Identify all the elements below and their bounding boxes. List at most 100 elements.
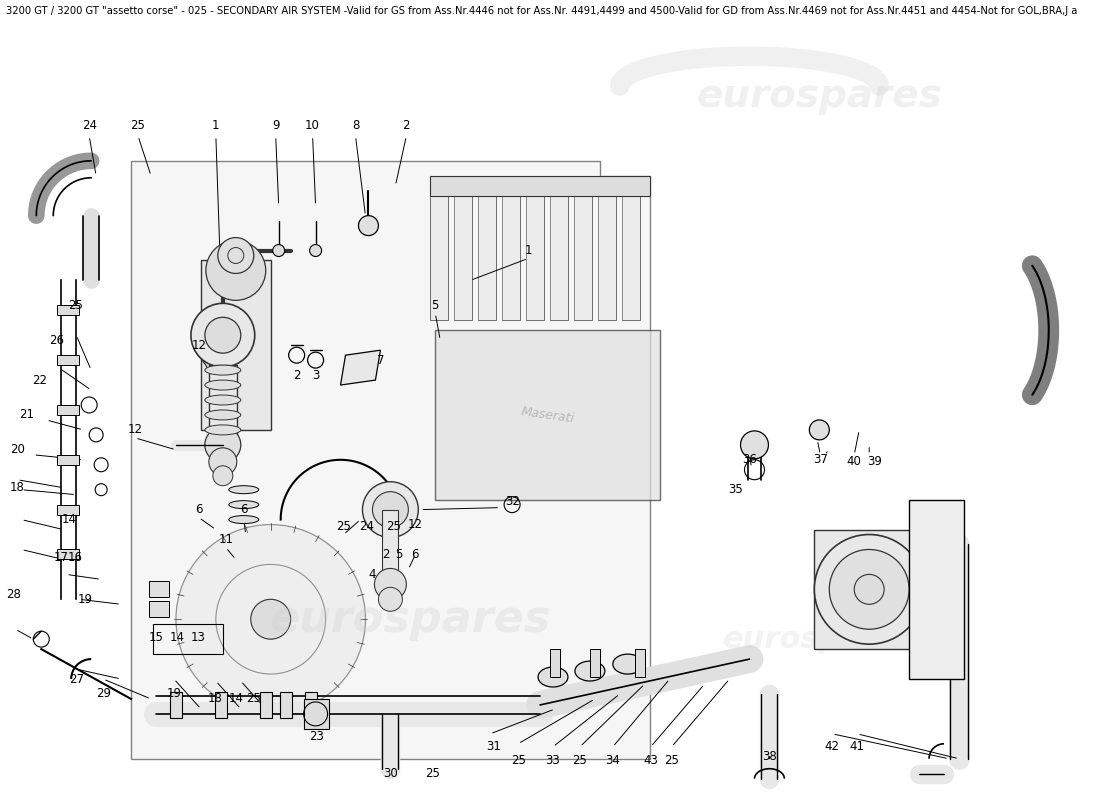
Circle shape — [855, 574, 884, 604]
Polygon shape — [436, 330, 660, 500]
Polygon shape — [550, 181, 568, 320]
Text: 15: 15 — [148, 630, 164, 644]
Text: 2: 2 — [293, 369, 300, 382]
Polygon shape — [131, 161, 650, 758]
Bar — [57, 455, 79, 465]
Bar — [839, 539, 899, 639]
Bar — [57, 306, 79, 315]
Circle shape — [213, 466, 233, 486]
Text: eurospares: eurospares — [696, 77, 943, 115]
Bar — [304, 699, 329, 729]
Bar — [590, 649, 600, 677]
Circle shape — [206, 241, 266, 300]
Circle shape — [829, 550, 909, 630]
Text: 26: 26 — [48, 334, 64, 346]
Ellipse shape — [229, 486, 258, 494]
Ellipse shape — [229, 515, 258, 523]
Bar — [57, 505, 79, 514]
Circle shape — [176, 525, 365, 714]
Bar — [153, 624, 223, 654]
Text: 5: 5 — [431, 299, 439, 312]
Bar — [170, 692, 182, 718]
Bar — [550, 649, 560, 677]
Bar — [635, 649, 645, 677]
Text: 13: 13 — [190, 630, 206, 644]
Text: 27: 27 — [68, 673, 84, 686]
Circle shape — [359, 216, 378, 235]
Text: 37: 37 — [813, 454, 828, 466]
Bar — [57, 550, 79, 559]
Text: 29: 29 — [96, 687, 111, 701]
Text: 19: 19 — [78, 593, 92, 606]
Text: 30: 30 — [383, 767, 398, 780]
Text: 23: 23 — [309, 730, 324, 743]
Polygon shape — [502, 181, 520, 320]
Text: 1: 1 — [212, 119, 220, 133]
Bar — [814, 530, 924, 649]
Text: 38: 38 — [762, 750, 777, 763]
Bar — [148, 582, 169, 598]
Text: 14: 14 — [229, 693, 243, 706]
Text: 25: 25 — [510, 754, 526, 767]
Text: 25: 25 — [386, 520, 400, 533]
Ellipse shape — [538, 667, 568, 687]
Text: 6: 6 — [240, 503, 248, 516]
Bar — [214, 692, 227, 718]
Circle shape — [374, 569, 406, 600]
Text: 43: 43 — [644, 754, 658, 767]
Text: 6: 6 — [411, 548, 419, 561]
Text: 14: 14 — [169, 630, 185, 644]
Text: 3200 GT / 3200 GT "assetto corse" - 025 - SECONDARY AIR SYSTEM -Valid for GS fro: 3200 GT / 3200 GT "assetto corse" - 025 … — [7, 6, 1078, 16]
Ellipse shape — [205, 425, 241, 435]
Ellipse shape — [205, 380, 241, 390]
Circle shape — [740, 431, 769, 458]
Circle shape — [209, 448, 236, 476]
Text: 12: 12 — [191, 338, 207, 352]
Text: 25: 25 — [572, 754, 587, 767]
Text: 7: 7 — [376, 354, 384, 366]
Text: 36: 36 — [742, 454, 757, 466]
Text: 19: 19 — [166, 687, 182, 701]
Text: 41: 41 — [849, 740, 865, 754]
Ellipse shape — [205, 395, 241, 405]
Polygon shape — [430, 181, 449, 320]
Text: 2: 2 — [382, 548, 389, 561]
Text: 14: 14 — [62, 513, 77, 526]
Circle shape — [191, 303, 255, 367]
Bar — [209, 365, 236, 445]
Bar — [57, 405, 79, 415]
Ellipse shape — [613, 654, 642, 674]
Bar — [909, 500, 964, 679]
Text: 39: 39 — [867, 455, 881, 468]
Text: 18: 18 — [208, 693, 222, 706]
Text: 18: 18 — [10, 481, 25, 494]
Text: 4: 4 — [368, 568, 376, 581]
Text: 12: 12 — [408, 518, 422, 531]
Circle shape — [218, 238, 254, 274]
Bar — [201, 261, 271, 430]
Bar — [383, 510, 398, 579]
Polygon shape — [454, 181, 472, 320]
Text: eurospares: eurospares — [270, 598, 551, 641]
Text: 21: 21 — [19, 409, 34, 422]
Text: 9: 9 — [272, 119, 279, 133]
Bar — [260, 692, 272, 718]
Ellipse shape — [205, 365, 241, 375]
Circle shape — [363, 482, 418, 538]
Ellipse shape — [205, 410, 241, 420]
Bar — [57, 355, 79, 365]
Text: Maserati: Maserati — [520, 405, 575, 425]
Bar — [305, 692, 317, 718]
Text: 35: 35 — [728, 483, 743, 496]
Text: 25: 25 — [337, 520, 351, 533]
Text: 24: 24 — [81, 119, 97, 133]
Ellipse shape — [575, 661, 605, 681]
Polygon shape — [574, 181, 592, 320]
Text: 25: 25 — [131, 119, 145, 133]
Text: 34: 34 — [605, 754, 620, 767]
Polygon shape — [341, 350, 381, 385]
Text: 22: 22 — [32, 374, 47, 386]
Text: 6: 6 — [195, 503, 202, 516]
Circle shape — [810, 420, 829, 440]
Text: 31: 31 — [486, 740, 500, 754]
